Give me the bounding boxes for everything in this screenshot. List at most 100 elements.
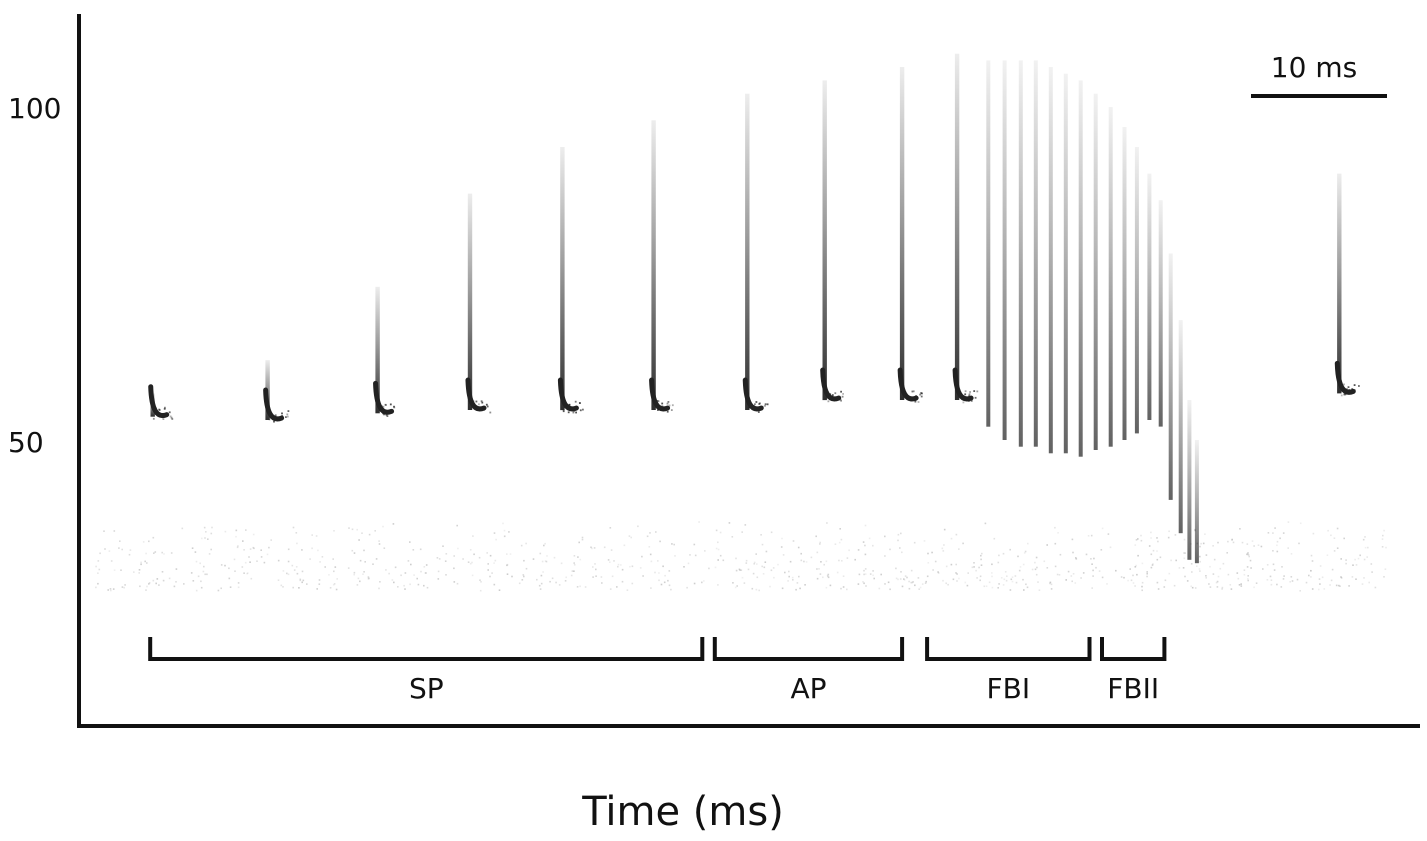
noise-speck [998,554,1000,557]
noise-speck [872,570,874,572]
noise-speck [487,563,489,565]
noise-speck [1351,576,1354,578]
noise-speck [277,579,280,581]
syllable-sweep [1337,173,1342,394]
noise-speck [1299,522,1302,525]
noise-speck [1182,567,1185,569]
syllable-fuzz [969,391,971,393]
noise-speck [1006,575,1008,577]
noise-speck [1273,569,1276,571]
noise-speck [203,526,206,529]
syllable-fuzz [758,403,761,405]
noise-speck [210,532,213,535]
noise-speck [857,583,860,585]
noise-speck [1049,582,1051,585]
noise-speck [509,553,512,555]
noise-speck [565,576,567,579]
noise-speck [884,583,886,585]
noise-speck [955,533,958,536]
noise-speck [796,582,799,584]
noise-speck [210,548,212,551]
syllable-fuzz [276,417,278,420]
noise-speck [1075,558,1078,560]
syllable-sweep [1018,60,1023,447]
noise-speck [319,561,321,563]
noise-speck [1364,546,1367,549]
noise-speck [1087,535,1090,537]
noise-speck [1318,588,1320,591]
noise-speck [617,565,619,568]
noise-speck [895,567,897,570]
syllable-sweep [1078,80,1083,457]
noise-speck [825,586,828,589]
noise-speck [367,576,370,578]
noise-speck [543,544,545,547]
noise-speck [950,563,953,566]
noise-speck [1323,588,1326,590]
noise-speck [309,558,311,560]
noise-speck [1141,585,1143,588]
noise-speck [878,587,881,590]
noise-speck [1178,567,1181,569]
noise-speck [549,580,551,583]
noise-speck [788,575,790,578]
syllable-fuzz [831,394,834,396]
noise-speck [717,548,720,551]
noise-speck [1354,558,1356,561]
syllable-fuzz [156,411,159,413]
noise-speck [1011,580,1014,583]
noise-speck [755,553,757,555]
noise-speck [235,529,238,532]
y-tick-label: 50 [8,426,44,459]
noise-speck [642,575,644,577]
noise-speck [260,549,262,551]
noise-speck [1071,538,1074,541]
noise-speck [1257,544,1260,546]
syllable-hook [263,387,285,422]
noise-speck [1023,589,1025,591]
noise-speck [1266,579,1269,581]
noise-speck [927,562,930,564]
noise-speck [1183,552,1185,554]
syllable-fuzz [764,404,766,407]
noise-speck [295,532,298,534]
noise-speck [471,561,473,564]
noise-speck [717,584,719,586]
noise-speck [1009,589,1012,591]
noise-speck [438,558,441,560]
noise-speck [367,577,370,580]
noise-speck [1075,557,1077,559]
noise-speck [224,530,227,533]
noise-speck [437,578,440,580]
noise-speck [249,561,251,563]
noise-speck [95,565,97,568]
syllable-fuzz [968,393,971,395]
syllable-fuzz [286,415,289,418]
noise-speck [541,560,544,563]
noise-speck [577,556,579,558]
syllable-fuzz [379,409,382,411]
syllable-fuzz [482,407,485,410]
noise-speck [858,573,861,576]
noise-speck [1168,530,1170,533]
noise-speck [795,588,797,591]
syllable-fuzz [1346,388,1348,391]
noise-speck [864,553,867,556]
noise-speck [138,572,140,574]
syllable-hook [465,377,487,412]
syllable-trace [649,120,674,413]
noise-speck [966,584,969,587]
phase-bracket [1100,637,1167,661]
noise-speck [741,576,744,579]
noise-speck [175,568,178,570]
noise-speck [471,574,474,577]
noise-speck [311,534,313,536]
noise-speck [717,541,719,544]
noise-speck [985,585,988,587]
syllable-fuzz [286,413,289,416]
noise-speck [235,535,237,538]
noise-speck [639,567,642,569]
syllable-fuzz [842,393,844,395]
noise-speck [1183,557,1186,560]
noise-speck [1247,575,1249,577]
